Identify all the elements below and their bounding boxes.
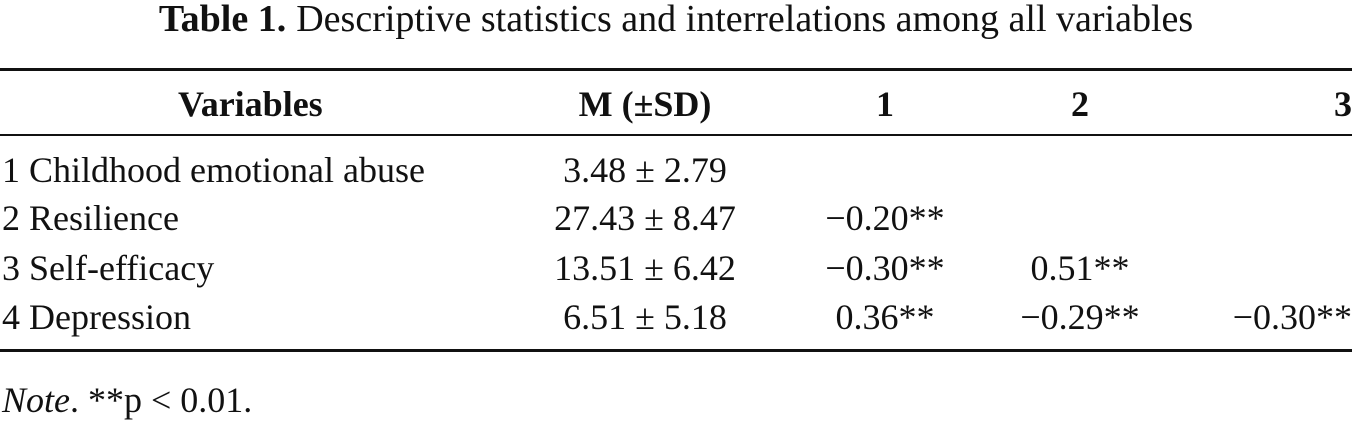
row-corr-2: 0.51** (1030, 248, 1130, 288)
row-corr-1: 0.36** (835, 297, 935, 337)
header-mean-sd: M (±SD) (578, 84, 712, 124)
table-note-text: . **p < 0.01. (70, 380, 253, 420)
row-variable: 1 Childhood emotional abuse (2, 150, 425, 190)
header-variables: Variables (178, 84, 323, 124)
header-col-3: 3 (1334, 84, 1352, 124)
table-caption-text: Descriptive statistics and interrelation… (296, 0, 1194, 40)
header-rule (0, 134, 1352, 136)
row-mean-sd: 27.43 ± 8.47 (554, 198, 736, 238)
row-corr-3: −0.30** (1232, 297, 1352, 337)
row-corr-1: −0.20** (825, 198, 945, 238)
row-mean-sd: 6.51 ± 5.18 (563, 297, 727, 337)
row-corr-2: −0.29** (1020, 297, 1140, 337)
row-mean-sd: 13.51 ± 6.42 (554, 248, 736, 288)
row-variable: 4 Depression (2, 297, 191, 337)
row-variable: 3 Self-efficacy (2, 248, 215, 288)
row-variable: 2 Resilience (2, 198, 179, 238)
table-note: Note. **p < 0.01. (2, 382, 252, 418)
header-col-1: 1 (876, 84, 894, 124)
row-corr-1: −0.30** (825, 248, 945, 288)
bottom-rule (0, 349, 1352, 352)
top-rule (0, 68, 1352, 71)
table-caption-label: Table 1. (158, 0, 287, 40)
table-caption: Table 1. Descriptive statistics and inter… (0, 0, 1352, 38)
table-note-label: Note (2, 380, 70, 420)
row-mean-sd: 3.48 ± 2.79 (563, 150, 727, 190)
header-col-2: 2 (1071, 84, 1089, 124)
